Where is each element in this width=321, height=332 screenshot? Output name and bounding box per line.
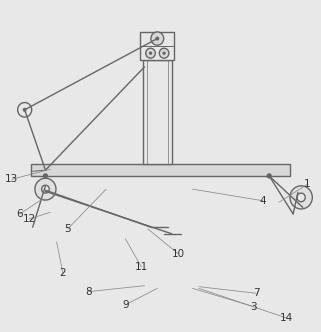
Circle shape <box>163 52 165 54</box>
Bar <box>140 32 174 60</box>
Text: 13: 13 <box>5 174 19 184</box>
Text: 9: 9 <box>122 300 129 310</box>
Text: 10: 10 <box>171 249 185 259</box>
Text: 6: 6 <box>17 209 23 219</box>
Circle shape <box>267 174 271 178</box>
Text: 12: 12 <box>23 214 36 224</box>
Circle shape <box>297 193 305 202</box>
Text: 11: 11 <box>135 262 148 272</box>
Circle shape <box>159 48 169 58</box>
Text: 2: 2 <box>60 269 66 279</box>
Text: 3: 3 <box>250 301 256 311</box>
Text: 7: 7 <box>253 288 260 298</box>
Circle shape <box>150 52 152 54</box>
Circle shape <box>18 103 32 117</box>
Circle shape <box>146 48 155 58</box>
Text: 8: 8 <box>85 287 92 296</box>
Bar <box>143 60 172 164</box>
Circle shape <box>290 186 312 209</box>
Text: 1: 1 <box>304 179 311 189</box>
Circle shape <box>23 109 26 111</box>
Circle shape <box>156 37 159 40</box>
Text: 4: 4 <box>259 196 266 206</box>
Circle shape <box>151 32 164 45</box>
Text: 14: 14 <box>280 313 293 323</box>
Circle shape <box>44 174 48 178</box>
Bar <box>31 164 290 176</box>
Circle shape <box>35 178 56 200</box>
Text: 5: 5 <box>65 224 71 234</box>
Circle shape <box>42 185 49 193</box>
